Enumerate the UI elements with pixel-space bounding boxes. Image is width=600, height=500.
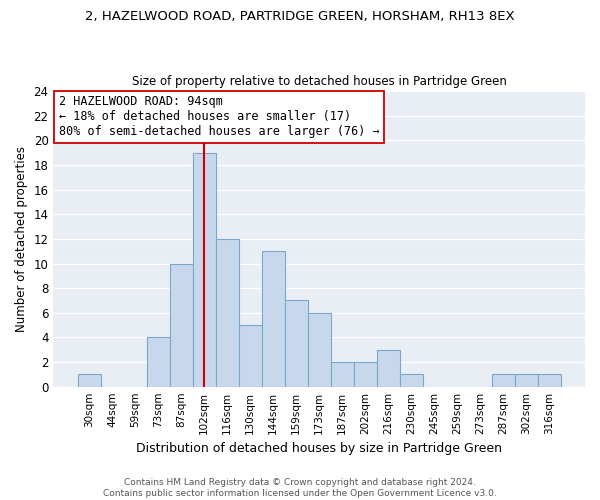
Bar [170,264,193,386]
Bar [354,362,377,386]
Bar [215,239,239,386]
Bar [308,313,331,386]
Bar [262,251,284,386]
Title: Size of property relative to detached houses in Partridge Green: Size of property relative to detached ho… [132,76,506,88]
Bar [538,374,561,386]
Y-axis label: Number of detached properties: Number of detached properties [15,146,28,332]
Bar [515,374,538,386]
Text: 2 HAZELWOOD ROAD: 94sqm
← 18% of detached houses are smaller (17)
80% of semi-de: 2 HAZELWOOD ROAD: 94sqm ← 18% of detache… [59,96,379,138]
Text: Contains HM Land Registry data © Crown copyright and database right 2024.
Contai: Contains HM Land Registry data © Crown c… [103,478,497,498]
Bar [193,152,215,386]
Bar [400,374,423,386]
Text: 2, HAZELWOOD ROAD, PARTRIDGE GREEN, HORSHAM, RH13 8EX: 2, HAZELWOOD ROAD, PARTRIDGE GREEN, HORS… [85,10,515,23]
Bar [77,374,101,386]
Bar [146,338,170,386]
Bar [377,350,400,387]
Bar [492,374,515,386]
Bar [284,300,308,386]
Bar [331,362,354,386]
X-axis label: Distribution of detached houses by size in Partridge Green: Distribution of detached houses by size … [136,442,502,455]
Bar [239,325,262,386]
